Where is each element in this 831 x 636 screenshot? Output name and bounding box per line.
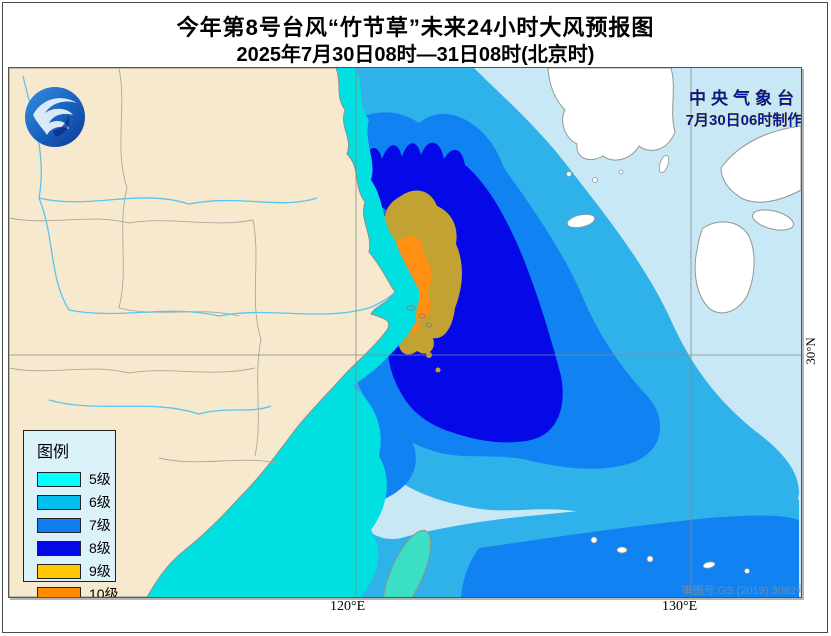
- forecast-map: 中央气象台 7月30日06时制作 审图号:GS (2019) 3082号 图例 …: [8, 67, 802, 598]
- legend-item: 8级: [37, 537, 115, 559]
- legend-item: 10级: [37, 583, 119, 597]
- legend-label: 6级: [89, 494, 111, 510]
- legend-item: 7级: [37, 514, 115, 536]
- korea-islands: [566, 154, 670, 228]
- legend-swatch-level10: [37, 586, 81, 597]
- page-subtitle: 2025年7月30日08时—31日08时(北京时): [236, 44, 595, 66]
- legend-swatch-level5: [37, 471, 81, 487]
- page-title: 今年第8号台风“竹节草”未来24小时大风预报图: [176, 15, 655, 40]
- agency-name: 中央气象台: [689, 89, 799, 108]
- legend-swatch-level9: [37, 563, 81, 579]
- longitude-label-120e: 120°E: [330, 599, 366, 614]
- legend-swatch-level7: [37, 517, 81, 533]
- longitude-label-130e: 130°E: [662, 599, 698, 614]
- legend-title: 图例: [37, 444, 70, 461]
- legend-item: 5级: [37, 468, 115, 490]
- graticule: [9, 68, 801, 597]
- ryukyu-islands: [590, 536, 750, 574]
- legend-label: 10级: [89, 586, 119, 598]
- issue-time: 7月30日06时制作: [685, 112, 802, 129]
- agency-stamp: 中央气象台 7月30日06时制作: [669, 84, 802, 130]
- taiwan-island: [382, 529, 432, 597]
- wind-area-level9-islet: [435, 367, 441, 373]
- legend-label: 9级: [89, 563, 111, 579]
- legend-swatch-level8: [37, 540, 81, 556]
- legend-label: 5级: [89, 471, 111, 487]
- map-canvas: [9, 68, 801, 597]
- korea-landmass: [547, 68, 676, 161]
- legend-item: 9级: [37, 560, 115, 582]
- legend-item: 6级: [37, 491, 115, 513]
- legend-label: 8级: [89, 540, 111, 556]
- legend-swatch-level6: [37, 494, 81, 510]
- legend-box: 图例 5级 6级 7级 8级 9级 10级: [23, 430, 119, 597]
- latitude-label-30n: 30°N: [803, 337, 818, 365]
- legend-label: 7级: [89, 517, 111, 533]
- map-approval-number: 审图号:GS (2019) 3082号: [681, 585, 802, 597]
- cma-logo: [25, 87, 85, 147]
- japan-landmass: [694, 125, 801, 314]
- coastal-islets: [406, 305, 433, 328]
- wind-area-level7-bottom-band: [461, 515, 799, 597]
